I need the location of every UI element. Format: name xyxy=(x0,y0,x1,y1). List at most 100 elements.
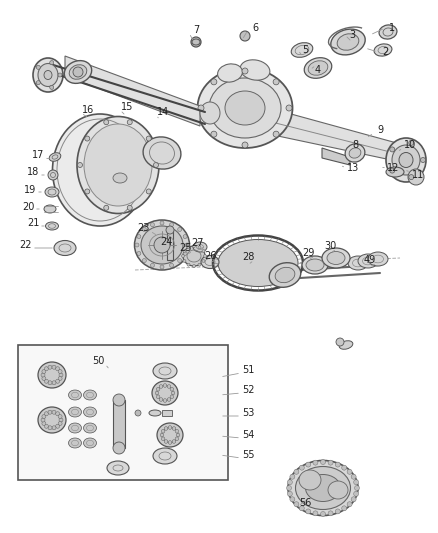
Circle shape xyxy=(335,509,340,514)
Ellipse shape xyxy=(152,381,178,405)
Ellipse shape xyxy=(328,481,348,499)
Circle shape xyxy=(41,418,45,422)
Circle shape xyxy=(49,85,54,90)
Circle shape xyxy=(202,249,205,253)
Circle shape xyxy=(52,381,56,385)
Ellipse shape xyxy=(288,461,358,515)
Ellipse shape xyxy=(84,390,96,400)
Circle shape xyxy=(85,136,90,141)
Ellipse shape xyxy=(331,29,365,55)
Circle shape xyxy=(299,465,304,470)
Text: 23: 23 xyxy=(137,223,149,233)
Circle shape xyxy=(294,469,299,474)
Circle shape xyxy=(137,235,141,239)
Ellipse shape xyxy=(198,68,293,148)
Text: 54: 54 xyxy=(242,430,254,440)
Circle shape xyxy=(390,168,395,173)
Ellipse shape xyxy=(46,222,59,230)
Circle shape xyxy=(44,424,48,428)
Ellipse shape xyxy=(291,43,313,58)
Ellipse shape xyxy=(200,102,220,124)
Circle shape xyxy=(306,462,311,467)
Text: 25: 25 xyxy=(180,243,192,253)
Ellipse shape xyxy=(209,78,281,138)
Ellipse shape xyxy=(38,63,58,86)
Circle shape xyxy=(164,427,168,430)
Text: 13: 13 xyxy=(347,163,359,173)
Circle shape xyxy=(167,398,171,401)
Circle shape xyxy=(204,254,206,257)
Circle shape xyxy=(104,205,109,211)
Text: 52: 52 xyxy=(242,385,254,395)
Circle shape xyxy=(287,480,292,484)
Circle shape xyxy=(58,369,62,374)
Ellipse shape xyxy=(386,167,404,177)
Circle shape xyxy=(159,385,163,389)
Ellipse shape xyxy=(68,390,81,400)
Circle shape xyxy=(202,260,205,262)
Ellipse shape xyxy=(68,407,81,417)
Circle shape xyxy=(42,369,46,374)
Ellipse shape xyxy=(275,268,295,282)
Circle shape xyxy=(176,433,180,437)
Ellipse shape xyxy=(84,124,152,206)
Circle shape xyxy=(59,373,63,377)
Text: 10: 10 xyxy=(404,140,416,150)
Circle shape xyxy=(113,442,125,454)
Ellipse shape xyxy=(379,25,397,39)
Circle shape xyxy=(160,221,164,225)
Circle shape xyxy=(198,246,201,249)
Ellipse shape xyxy=(296,466,350,510)
Circle shape xyxy=(187,246,190,249)
Circle shape xyxy=(56,367,60,371)
Circle shape xyxy=(154,237,170,253)
Circle shape xyxy=(137,252,141,255)
Ellipse shape xyxy=(348,256,368,270)
Circle shape xyxy=(163,384,167,387)
Circle shape xyxy=(127,205,132,211)
Circle shape xyxy=(198,105,204,111)
Text: 17: 17 xyxy=(32,150,44,160)
Circle shape xyxy=(161,437,165,441)
Ellipse shape xyxy=(306,259,324,271)
Circle shape xyxy=(211,131,217,137)
Circle shape xyxy=(242,68,248,74)
Ellipse shape xyxy=(339,341,353,349)
Ellipse shape xyxy=(45,187,59,197)
Circle shape xyxy=(52,365,56,369)
Circle shape xyxy=(242,142,248,148)
Text: 21: 21 xyxy=(27,218,39,228)
Ellipse shape xyxy=(44,70,52,79)
Text: 2: 2 xyxy=(382,47,388,57)
Circle shape xyxy=(42,422,46,425)
Circle shape xyxy=(191,37,201,47)
Circle shape xyxy=(306,509,311,514)
Circle shape xyxy=(166,226,174,234)
Ellipse shape xyxy=(225,91,265,125)
Circle shape xyxy=(85,189,90,194)
Circle shape xyxy=(135,410,141,416)
Ellipse shape xyxy=(302,256,328,274)
Circle shape xyxy=(56,424,60,428)
Ellipse shape xyxy=(143,137,181,169)
Ellipse shape xyxy=(349,148,361,158)
Circle shape xyxy=(273,131,279,137)
Text: 51: 51 xyxy=(242,365,254,375)
Text: 53: 53 xyxy=(242,408,254,418)
Circle shape xyxy=(127,120,132,125)
Circle shape xyxy=(187,263,190,266)
Ellipse shape xyxy=(399,152,413,167)
Text: 30: 30 xyxy=(324,241,336,251)
Ellipse shape xyxy=(322,248,350,268)
Circle shape xyxy=(198,263,201,266)
Ellipse shape xyxy=(107,461,129,475)
Text: 4: 4 xyxy=(315,65,321,75)
Circle shape xyxy=(354,486,360,490)
Bar xyxy=(113,400,125,448)
Circle shape xyxy=(58,422,62,425)
Circle shape xyxy=(146,189,151,194)
Ellipse shape xyxy=(157,423,183,447)
Text: 20: 20 xyxy=(22,202,34,212)
Circle shape xyxy=(172,440,176,443)
Bar xyxy=(162,410,172,416)
